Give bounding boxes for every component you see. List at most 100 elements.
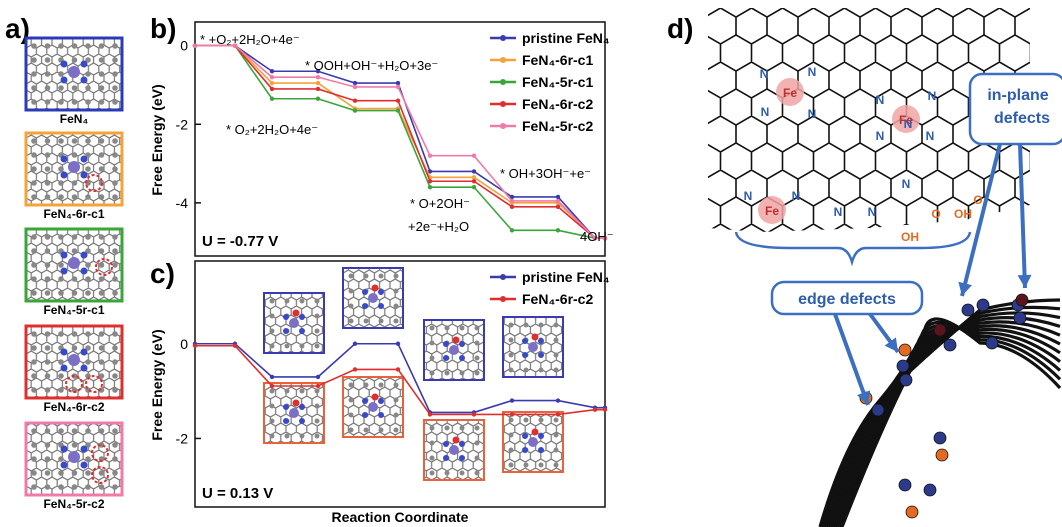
carbon-atom <box>378 427 384 433</box>
carbon-atom <box>429 355 435 361</box>
carbon-atom <box>523 462 529 468</box>
carbon-atom <box>31 234 37 240</box>
carbon-atom <box>553 367 559 373</box>
edge-bracket <box>734 231 972 267</box>
n-atom <box>459 455 465 461</box>
arrow-shaft <box>1018 143 1027 289</box>
data-point <box>509 228 515 233</box>
legend-entry-5: FeN₄-5r-c2 <box>490 118 593 134</box>
carbon-atom <box>459 470 465 476</box>
fe-atom <box>68 161 80 173</box>
carbon-atom <box>31 194 37 200</box>
carbon-atom <box>112 359 118 365</box>
graphene-sheet <box>708 8 1030 232</box>
data-point <box>471 184 477 190</box>
n-atom <box>522 447 528 453</box>
carbon-atom <box>31 152 37 158</box>
panel-b-condition: U = -0.77 V <box>202 233 278 250</box>
carbon-atom <box>98 85 105 91</box>
carbon-atom <box>71 180 78 186</box>
arrow-head <box>1017 274 1032 288</box>
carbon-atom <box>112 248 118 254</box>
carbon-atom <box>44 276 51 282</box>
fe-atom <box>68 451 80 463</box>
o-atom <box>292 309 300 317</box>
carbon-atom <box>44 373 51 379</box>
carbon-atom <box>71 234 78 240</box>
fe-label: Fe <box>783 86 797 100</box>
step-label: 4OH⁻ <box>580 229 614 244</box>
carbon-atom <box>363 273 369 279</box>
n-label: N <box>868 205 877 219</box>
carbon-atom <box>429 455 435 461</box>
defect-atom <box>899 373 913 387</box>
carbon-atom <box>523 367 529 373</box>
o-atom <box>452 436 460 444</box>
data-point <box>509 204 515 209</box>
carbon-atom <box>393 397 399 403</box>
panel-b-chart: Free Energy (eV) U = -0.77 V 0 -2 -4 * +O₂… <box>149 21 614 257</box>
n-atom <box>80 364 88 372</box>
carbon-atom <box>474 370 480 376</box>
carbon-atom <box>553 337 559 343</box>
carbon-atom <box>508 352 514 358</box>
carbon-atom <box>98 359 105 365</box>
n-atom <box>443 455 449 461</box>
n-atom <box>378 398 384 404</box>
defect-atom <box>935 448 949 462</box>
legend-marker <box>500 296 506 302</box>
carbon-atom <box>553 432 559 438</box>
carbon-atom <box>44 290 51 296</box>
carbon-atom <box>538 417 544 423</box>
vacancy-circle <box>91 466 109 484</box>
y-tick-label: -2 <box>176 430 189 446</box>
carbon-atom <box>31 248 37 254</box>
edge-defects-label: edge defects <box>798 291 896 308</box>
panel-label-c: c) <box>150 258 175 289</box>
carbon-atom <box>553 447 559 453</box>
structure-inset-2 <box>342 267 404 329</box>
panel-c-chart: Free Energy (eV) U = 0.13 V Reaction Coo… <box>149 260 610 525</box>
carbon-atom <box>98 194 105 200</box>
carbon-atom <box>85 248 91 254</box>
data-point <box>471 169 477 174</box>
n-atom <box>80 461 88 469</box>
carbon-atom <box>314 328 320 334</box>
carbon-atom <box>508 462 514 468</box>
carbon-atom <box>85 359 91 365</box>
carbon-atom <box>112 276 118 282</box>
panel-c-xlabel: Reaction Coordinate <box>332 509 469 525</box>
structure-label: FeN₄-5r-c1 <box>43 303 104 317</box>
carbon-atom <box>112 166 118 172</box>
fe-label: Fe <box>899 113 913 127</box>
data-point <box>232 43 238 48</box>
legend-marker <box>500 35 506 41</box>
carbon-atom <box>58 85 64 91</box>
arrow <box>868 312 900 354</box>
carbon-atom <box>112 71 118 77</box>
legend-entry-2: FeN₄-6r-c1 <box>490 52 593 68</box>
n-atom <box>378 303 384 309</box>
carbon-atom <box>44 456 51 462</box>
vacancy-circle <box>65 375 83 393</box>
carbon-atom <box>314 433 320 439</box>
n-atom <box>60 60 68 68</box>
fe-atom <box>449 445 459 455</box>
carbon-atom <box>523 322 529 328</box>
carbon-atom <box>44 71 51 77</box>
data-point <box>509 194 515 200</box>
carbon-atom <box>44 180 51 186</box>
carbon-atom <box>348 288 354 294</box>
carbon-atom <box>112 290 118 296</box>
o-atom <box>452 336 460 344</box>
n-label: N <box>928 89 937 103</box>
carbon-atom <box>71 85 78 91</box>
carbon-atom <box>314 418 320 424</box>
carbon-atom <box>58 276 64 282</box>
legend-label: FeN₄-5r-c1 <box>522 74 593 90</box>
n-atom <box>80 155 88 163</box>
carbon-atom <box>269 403 275 409</box>
carbon-atom <box>58 484 64 490</box>
n-atom <box>80 445 88 453</box>
arrow-head <box>958 281 972 296</box>
